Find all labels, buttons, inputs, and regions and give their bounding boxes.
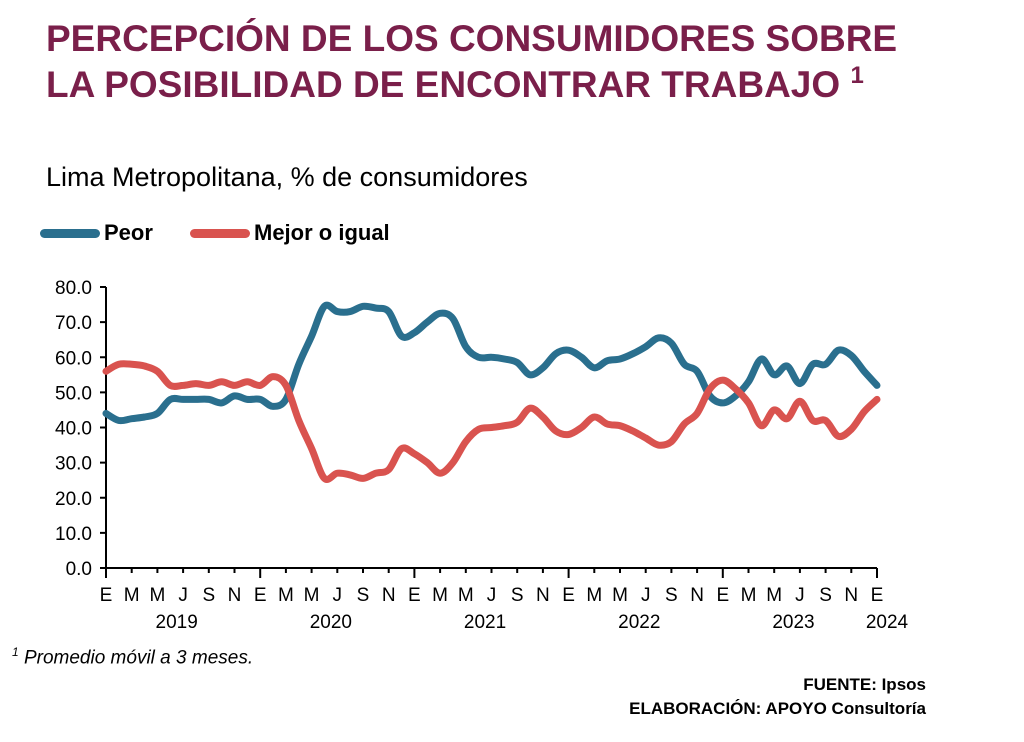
x-tick-label: E: [408, 585, 421, 606]
x-tick-label: J: [487, 585, 497, 606]
x-tick-label: N: [844, 585, 858, 606]
x-tick-label: J: [333, 585, 343, 606]
year-label: 2024: [866, 612, 909, 633]
x-tick-label: J: [795, 585, 805, 606]
year-label: 2022: [618, 612, 660, 633]
x-tick-label: E: [562, 585, 575, 606]
y-tick-label: 40.0: [55, 419, 92, 440]
x-tick-label: M: [124, 585, 140, 606]
x-tick-label: N: [536, 585, 550, 606]
year-label: 2023: [772, 612, 814, 633]
x-tick-label: S: [511, 585, 524, 606]
y-tick-label: 20.0: [55, 489, 92, 510]
title-footnote-marker: 1: [850, 62, 864, 89]
source-elaboracion: ELABORACIÓN: APOYO Consultoría: [629, 699, 926, 718]
x-tick-label: M: [432, 585, 448, 606]
x-tick-label: N: [690, 585, 704, 606]
x-tick-label: S: [202, 585, 215, 606]
source-fuente: FUENTE: Ipsos: [803, 675, 926, 694]
x-tick-label: E: [100, 585, 113, 606]
source-block: FUENTE: Ipsos ELABORACIÓN: APOYO Consult…: [629, 673, 926, 721]
x-tick-label: M: [304, 585, 320, 606]
series-lines: [102, 301, 881, 483]
x-tick-label: J: [641, 585, 651, 606]
y-axis: 0.0 10.0 20.0 30.0 40.0 50.0 60.0 70.0 80.0: [55, 278, 107, 580]
y-tick-label: 50.0: [55, 383, 92, 404]
x-tick-label: E: [716, 585, 729, 606]
x-tick-label: M: [458, 585, 474, 606]
legend-swatch-mejor: [190, 229, 250, 238]
chart-subtitle: Lima Metropolitana, % de consumidores: [46, 162, 528, 192]
footnote-text: Promedio móvil a 3 meses.: [18, 647, 254, 669]
x-tick-label: N: [382, 585, 396, 606]
x-tick-label: M: [766, 585, 782, 606]
year-label: 2021: [464, 612, 506, 633]
x-tick-label: S: [665, 585, 678, 606]
x-tick-label: M: [612, 585, 628, 606]
x-tick-label: M: [741, 585, 757, 606]
x-tick-label: M: [586, 585, 602, 606]
year-label: 2019: [156, 612, 198, 633]
x-tick-label: E: [871, 585, 884, 606]
x-tick-label: E: [254, 585, 267, 606]
x-tick-label: M: [149, 585, 165, 606]
footnote: 1 Promedio móvil a 3 meses.: [12, 640, 253, 670]
legend-label-peor: Peor: [104, 220, 153, 245]
y-tick-label: 80.0: [55, 278, 92, 299]
y-tick-label: 0.0: [66, 559, 92, 580]
year-label: 2020: [310, 612, 352, 633]
x-tick-label: J: [178, 585, 188, 606]
y-tick-label: 30.0: [55, 454, 92, 475]
y-tick-label: 60.0: [55, 348, 92, 369]
legend-label-mejor: Mejor o igual: [254, 220, 390, 245]
series-line-mejor-o-igual: [102, 360, 881, 483]
x-tick-label: S: [819, 585, 832, 606]
y-tick-label: 10.0: [55, 524, 92, 545]
legend-swatch-peor: [40, 229, 100, 238]
y-tick-label: 70.0: [55, 313, 92, 334]
x-tick-label: N: [228, 585, 242, 606]
series-line-peor: [102, 301, 881, 425]
footnote-marker: 1: [12, 645, 19, 659]
x-tick-label: S: [357, 585, 370, 606]
chart-title: PERCEPCIÓN DE LOS CONSUMIDORES SOBRE LA …: [46, 18, 898, 105]
x-tick-label: M: [278, 585, 294, 606]
